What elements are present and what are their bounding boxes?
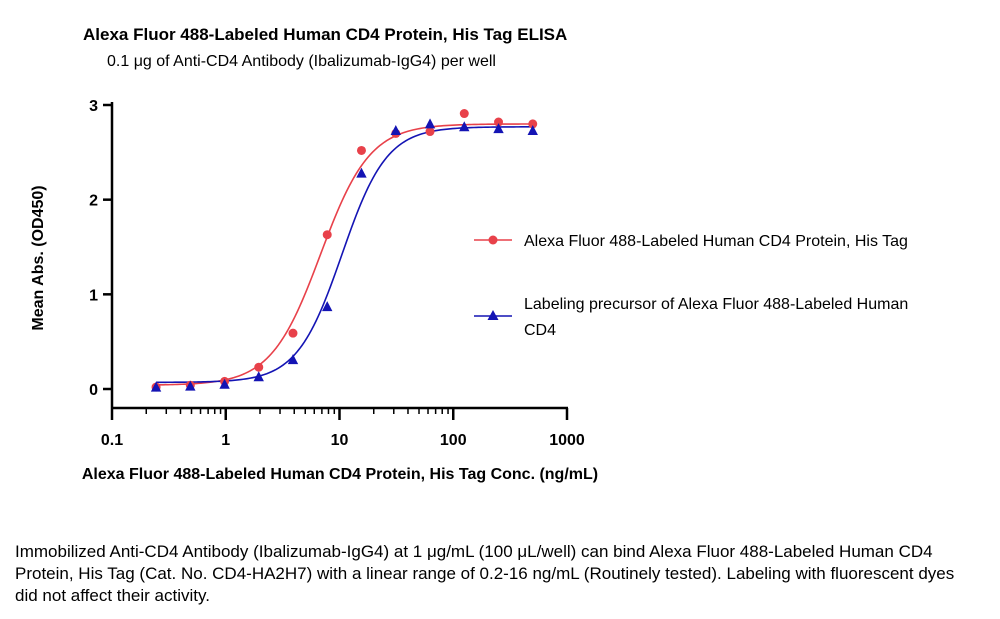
data-point-series-1 [254, 362, 264, 372]
legend-marker-series-1 [488, 235, 498, 245]
fit-curves [156, 123, 533, 386]
x-tick-label: 1 [221, 432, 230, 449]
data-point-series-2 [185, 380, 196, 391]
data-point-series-2 [150, 381, 162, 392]
data-point-series-1 [356, 145, 366, 155]
x-tick-label: 0.1 [101, 432, 123, 449]
legend: Alexa Fluor 488-Labeled Human CD4 Protei… [474, 233, 913, 339]
data-point-series-1 [459, 109, 469, 119]
legend-label-series-2: Labeling precursor of Alexa Fluor 488-La… [524, 296, 913, 339]
data-points [150, 109, 538, 392]
x-axis-label: Alexa Fluor 488-Labeled Human CD4 Protei… [82, 466, 598, 483]
data-point-series-2 [390, 125, 401, 136]
legend-label-series-2-line-2: CD4 [524, 322, 556, 339]
data-point-series-1 [322, 230, 332, 240]
data-point-series-2 [424, 118, 436, 129]
y-tick-label: 1 [89, 287, 98, 304]
data-point-series-1 [494, 117, 504, 127]
legend-marker-series-2 [487, 310, 499, 320]
legend-item-series-1: Alexa Fluor 488-Labeled Human CD4 Protei… [474, 233, 908, 250]
fit-curve-series-2 [156, 126, 533, 384]
data-point-series-2 [219, 378, 230, 389]
data-point-series-2 [527, 125, 538, 136]
data-point-series-2 [287, 354, 299, 365]
x-tick-label: 10 [331, 432, 349, 449]
y-axis-label: Mean Abs. (OD450) [30, 185, 47, 330]
data-point-series-1 [425, 127, 435, 137]
x-tick-label: 1000 [549, 432, 585, 449]
legend-item-series-2: Labeling precursor of Alexa Fluor 488-La… [474, 296, 913, 339]
data-point-series-2 [493, 123, 504, 134]
axes: 0 1 2 3 0.1 1 10 100 1000 [89, 98, 585, 449]
data-point-series-2 [459, 121, 470, 132]
data-point-series-2 [322, 301, 333, 312]
legend-label-series-2-line-1: Labeling precursor of Alexa Fluor 488-La… [524, 296, 908, 313]
data-point-series-2 [356, 167, 367, 178]
chart-title: Alexa Fluor 488-Labeled Human CD4 Protei… [83, 25, 567, 44]
x-tick-label: 100 [440, 432, 467, 449]
figure-caption: Immobilized Anti-CD4 Antibody (Ibalizuma… [15, 542, 955, 605]
y-tick-label: 0 [89, 382, 98, 399]
fit-curve-series-1 [156, 123, 533, 386]
data-point-series-1 [528, 119, 538, 129]
elisa-chart: Alexa Fluor 488-Labeled Human CD4 Protei… [30, 25, 913, 483]
y-tick-label: 2 [89, 193, 98, 210]
legend-label-series-1: Alexa Fluor 488-Labeled Human CD4 Protei… [524, 233, 908, 250]
chart-subtitle: 0.1 μg of Anti-CD4 Antibody (Ibalizumab-… [107, 53, 496, 70]
data-point-series-1 [288, 328, 298, 338]
data-point-series-2 [253, 371, 264, 382]
y-tick-label: 3 [89, 98, 98, 115]
